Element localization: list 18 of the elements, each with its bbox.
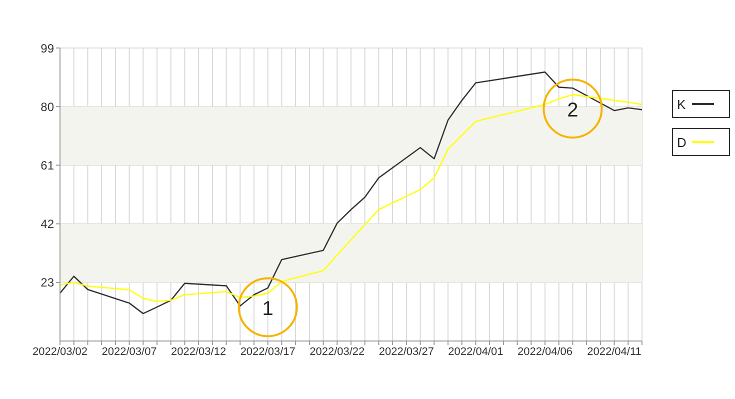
x-tick-label: 2022/03/07 [102,346,157,358]
x-tick-label: 2022/04/06 [517,346,573,358]
legend-label: K [677,96,686,112]
x-tick-label: 2022/03/27 [378,346,434,358]
annotation: 2 [567,100,578,122]
y-tick-label: 99 [40,41,54,56]
y-tick-label: 42 [40,217,54,232]
x-tick-label: 2022/03/12 [171,346,226,358]
x-tick-label: 2022/03/02 [32,346,88,358]
y-tick-label: 23 [40,276,54,290]
x-tick-label: 2022/03/17 [240,346,296,358]
annotation: 1 [262,298,274,320]
legend-label: D [677,134,686,150]
y-tick-label: 80 [40,100,54,114]
x-tick-label: 2022/03/22 [310,346,365,358]
x-tick-label: 2022/04/01 [448,346,504,358]
x-tick-label: 2022/04/11 [587,346,642,358]
y-tick-label: 61 [40,158,54,172]
